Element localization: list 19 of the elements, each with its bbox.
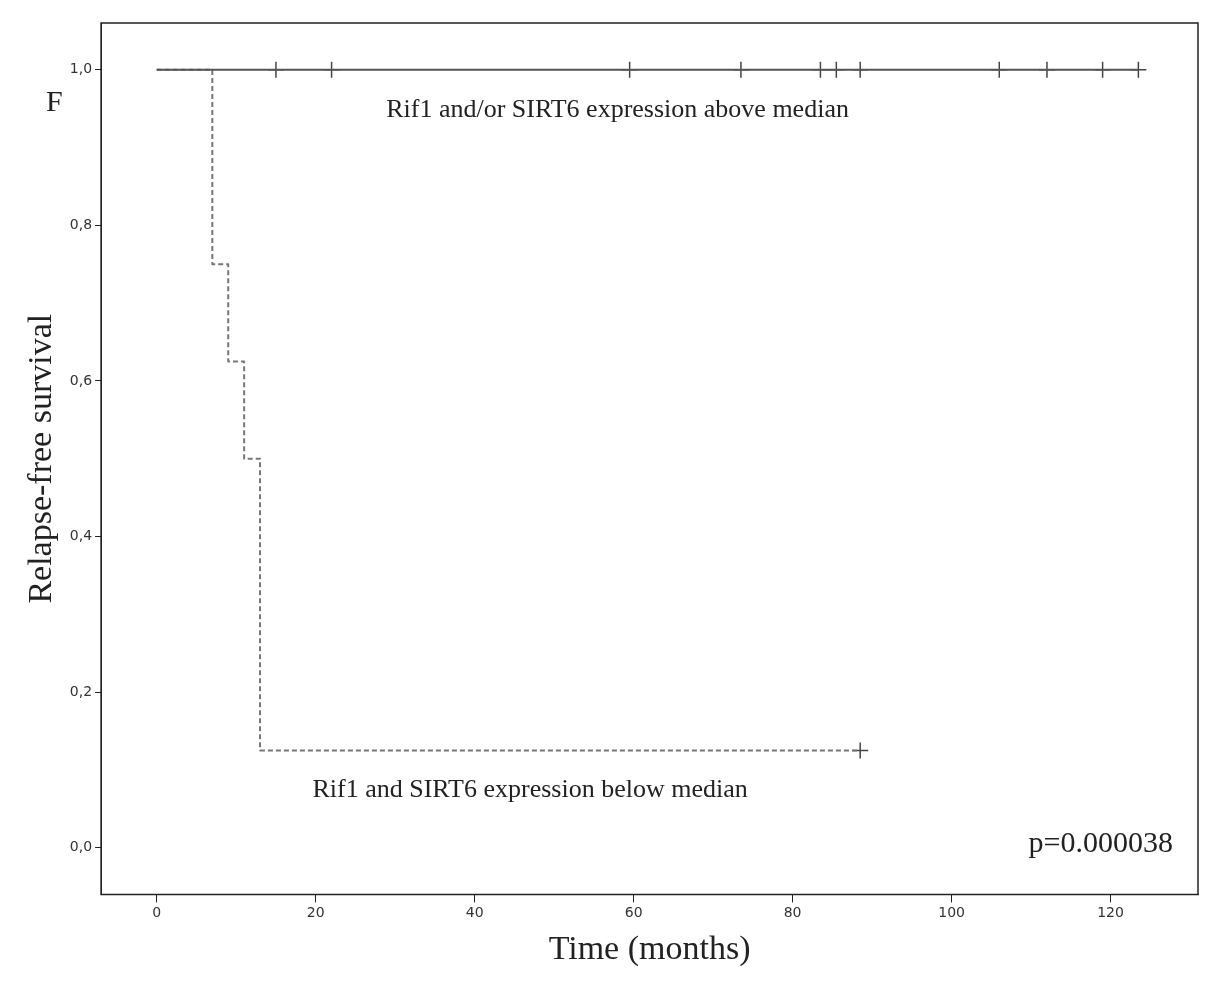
series-label: Rif1 and SIRT6 expression below median xyxy=(312,774,748,804)
series-label: Rif1 and/or SIRT6 expression above median xyxy=(386,93,849,123)
text: F xyxy=(46,83,63,117)
x-tick-label: 20 xyxy=(306,904,325,921)
x-tick-label: 120 xyxy=(1097,904,1124,921)
x-tick-label: 80 xyxy=(783,904,802,921)
x-tick-label: 100 xyxy=(938,904,965,921)
x-axis-title: Time (months) xyxy=(548,928,751,967)
x-tick-label: 60 xyxy=(624,904,643,921)
annotation: p=0.000038 xyxy=(1028,825,1173,859)
y-tick-label: 0,2 xyxy=(69,682,93,699)
y-tick-label: 0,0 xyxy=(69,838,93,855)
x-tick-label: 0 xyxy=(152,904,162,921)
x-tick-label: 40 xyxy=(465,904,484,921)
y-tick-label: 1,0 xyxy=(69,60,93,77)
y-tick-label: 0,4 xyxy=(69,527,93,544)
y-axis-title: Relapse-free survival xyxy=(21,313,59,604)
y-tick-label: 0,8 xyxy=(69,215,93,232)
y-tick-label: 0,6 xyxy=(69,371,93,388)
